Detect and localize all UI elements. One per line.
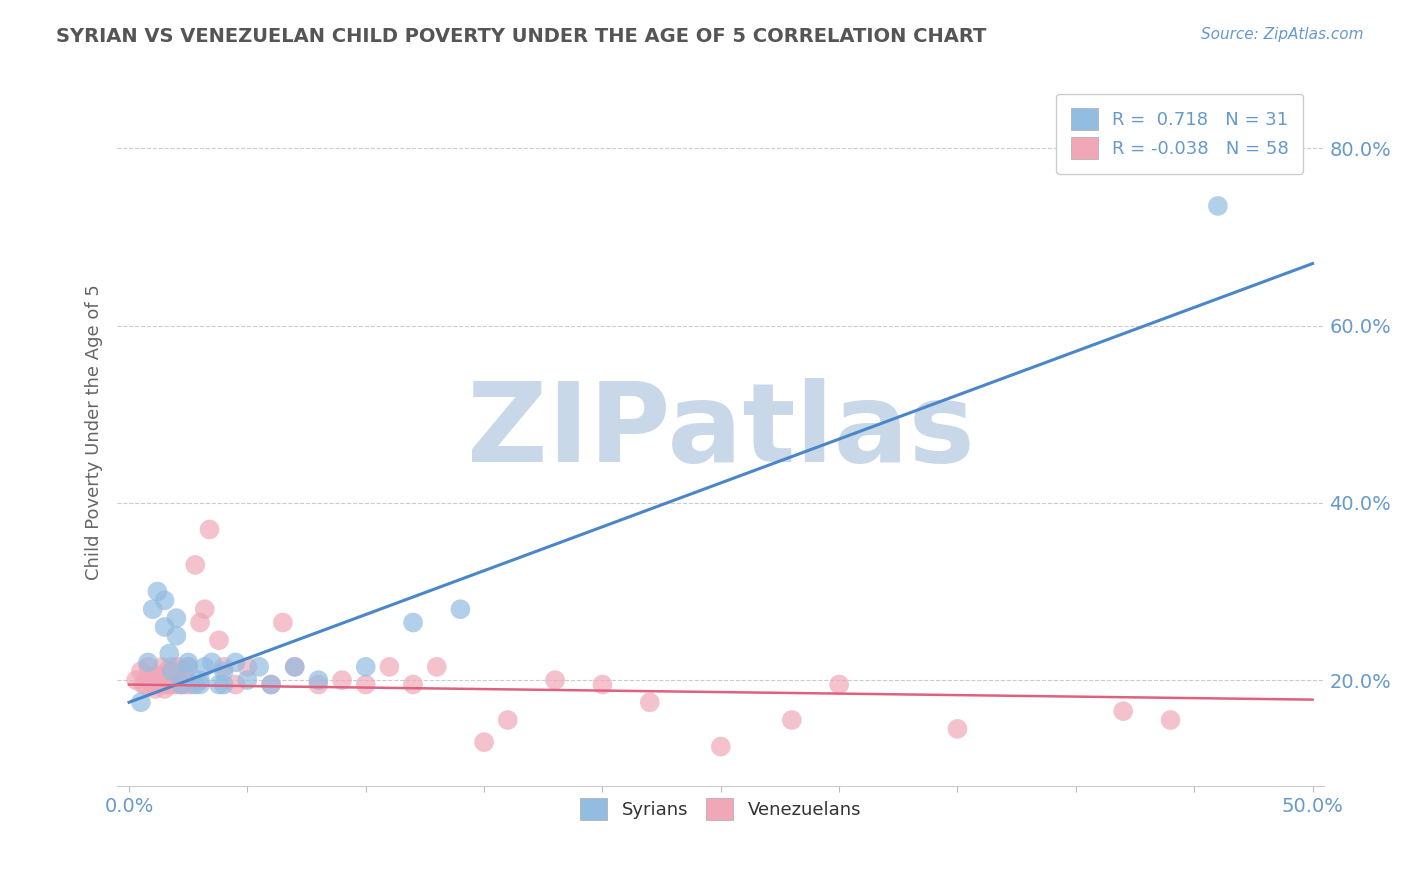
Point xyxy=(710,739,733,754)
Point xyxy=(136,660,159,674)
Point xyxy=(142,602,165,616)
Point xyxy=(236,673,259,687)
Point xyxy=(129,665,152,679)
Point xyxy=(165,629,187,643)
Point xyxy=(188,677,211,691)
Point xyxy=(260,677,283,691)
Point xyxy=(165,677,187,691)
Point xyxy=(184,677,207,691)
Point xyxy=(157,647,180,661)
Point xyxy=(1206,199,1229,213)
Point xyxy=(208,633,231,648)
Point xyxy=(208,677,231,691)
Point xyxy=(1160,713,1182,727)
Point xyxy=(160,660,183,674)
Point xyxy=(172,665,194,679)
Point xyxy=(828,677,851,691)
Point xyxy=(236,660,259,674)
Point xyxy=(378,660,401,674)
Point xyxy=(946,722,969,736)
Point xyxy=(638,695,661,709)
Point xyxy=(146,584,169,599)
Point xyxy=(212,660,235,674)
Point xyxy=(153,593,176,607)
Point xyxy=(157,677,180,691)
Point xyxy=(188,615,211,630)
Point xyxy=(426,660,449,674)
Point xyxy=(149,669,172,683)
Point xyxy=(142,677,165,691)
Point xyxy=(129,695,152,709)
Point xyxy=(143,681,166,696)
Point xyxy=(156,665,179,679)
Point xyxy=(472,735,495,749)
Point xyxy=(174,677,197,691)
Y-axis label: Child Poverty Under the Age of 5: Child Poverty Under the Age of 5 xyxy=(86,284,103,580)
Point xyxy=(156,677,179,691)
Point xyxy=(153,669,176,683)
Point xyxy=(188,673,211,687)
Point xyxy=(225,656,247,670)
Point xyxy=(247,660,270,674)
Point xyxy=(149,677,172,691)
Point xyxy=(142,669,165,683)
Point xyxy=(354,660,377,674)
Point xyxy=(402,677,425,691)
Point xyxy=(180,677,202,691)
Point xyxy=(153,681,176,696)
Point xyxy=(136,656,159,670)
Point xyxy=(260,677,283,691)
Point xyxy=(271,615,294,630)
Point xyxy=(201,656,224,670)
Point xyxy=(1112,704,1135,718)
Text: SYRIAN VS VENEZUELAN CHILD POVERTY UNDER THE AGE OF 5 CORRELATION CHART: SYRIAN VS VENEZUELAN CHILD POVERTY UNDER… xyxy=(56,27,987,45)
Point xyxy=(177,660,200,674)
Point xyxy=(307,677,329,691)
Text: Source: ZipAtlas.com: Source: ZipAtlas.com xyxy=(1201,27,1364,42)
Point xyxy=(135,677,157,691)
Point xyxy=(780,713,803,727)
Point xyxy=(194,602,217,616)
Point xyxy=(544,673,567,687)
Point xyxy=(153,620,176,634)
Point xyxy=(146,677,169,691)
Point xyxy=(225,677,247,691)
Point xyxy=(194,660,217,674)
Point xyxy=(165,611,187,625)
Point xyxy=(150,660,173,674)
Point xyxy=(354,677,377,691)
Point xyxy=(284,660,307,674)
Point xyxy=(139,673,162,687)
Point xyxy=(402,615,425,630)
Point xyxy=(136,669,159,683)
Point xyxy=(160,677,183,691)
Point xyxy=(184,558,207,572)
Point xyxy=(330,673,353,687)
Point xyxy=(170,677,193,691)
Point xyxy=(177,656,200,670)
Point xyxy=(170,677,193,691)
Point xyxy=(212,677,235,691)
Text: ZIPatlas: ZIPatlas xyxy=(467,378,974,485)
Point xyxy=(177,660,200,674)
Point xyxy=(198,523,221,537)
Point xyxy=(132,677,155,691)
Point xyxy=(163,665,186,679)
Point xyxy=(284,660,307,674)
Point xyxy=(449,602,471,616)
Point xyxy=(160,665,183,679)
Point xyxy=(496,713,519,727)
Point xyxy=(591,677,613,691)
Point xyxy=(146,673,169,687)
Legend: Syrians, Venezuelans: Syrians, Venezuelans xyxy=(565,783,876,834)
Point xyxy=(307,673,329,687)
Point xyxy=(167,660,190,674)
Point xyxy=(125,673,148,687)
Point xyxy=(212,665,235,679)
